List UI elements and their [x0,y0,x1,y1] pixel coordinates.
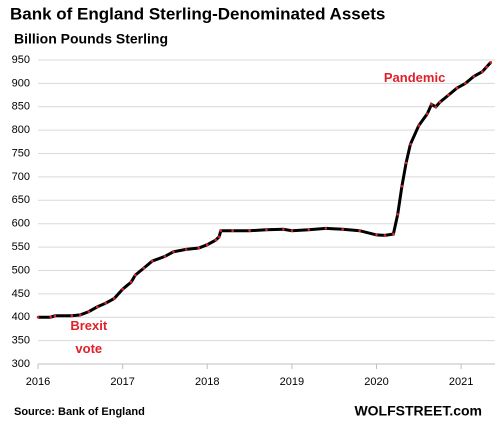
point [49,315,52,319]
point [425,112,429,116]
y-tick-label: 750 [12,147,30,159]
point [163,255,167,258]
credit: WOLFSTREET.com [354,403,482,419]
point [307,228,311,232]
x-tick-label: 2018 [195,376,219,388]
point [464,82,467,85]
point [438,100,442,104]
point [172,250,175,254]
y-tick-label: 500 [12,264,30,276]
y-tick-label: 900 [12,77,30,89]
point [417,124,421,127]
point [375,233,378,237]
y-tick-label: 850 [12,101,30,113]
point [219,229,223,233]
point [214,238,218,242]
y-tick-label: 350 [12,335,30,347]
point [265,228,268,232]
y-tick-label: 700 [12,171,30,183]
point [282,228,285,231]
point [485,65,488,69]
point [104,301,108,305]
point [79,313,82,317]
x-tick-label: 2017 [110,376,134,388]
point [481,70,484,73]
y-tick-label: 450 [12,288,30,300]
point [324,227,328,230]
point [217,235,221,239]
y-tick-label: 950 [12,54,30,66]
point [489,61,493,64]
line [38,61,492,319]
annotation: Pandemic [384,70,445,85]
point [248,229,251,233]
point [472,75,476,78]
point [150,259,154,263]
point [129,280,133,284]
chart-title: Bank of England Sterling-Denominated Ass… [10,4,385,23]
point [70,314,74,318]
point [400,184,404,188]
chart-subtitle: Billion Pounds Sterling [14,31,168,47]
x-tick-label: 2016 [26,376,50,388]
point [121,287,124,291]
point [404,161,408,165]
point [112,297,116,300]
annotation: Brexit [70,318,108,333]
y-tick-label: 800 [12,124,30,136]
point [341,228,344,231]
x-tick-label: 2021 [449,376,473,388]
point [455,86,459,90]
point [447,93,450,97]
y-tick-label: 600 [12,218,30,230]
point [358,229,361,233]
point [430,103,433,106]
point [290,229,294,233]
point [409,142,412,146]
point [134,273,137,277]
point [383,234,387,237]
x-tick-label: 2020 [364,376,388,388]
annotation: vote [75,341,102,356]
point [36,315,40,319]
y-tick-label: 650 [12,194,30,206]
x-tick-label: 2019 [280,376,304,388]
y-tick-label: 300 [12,358,30,370]
point [231,229,234,233]
point [205,243,209,247]
point [396,213,399,216]
y-tick-label: 550 [12,241,30,253]
point [53,314,57,318]
point [95,305,99,309]
point [434,105,438,109]
point [184,248,188,251]
point [87,310,91,313]
point [197,246,201,250]
point [142,266,146,270]
y-tick-label: 400 [12,311,30,323]
point [392,232,395,236]
source: Source: Bank of England [14,406,145,418]
